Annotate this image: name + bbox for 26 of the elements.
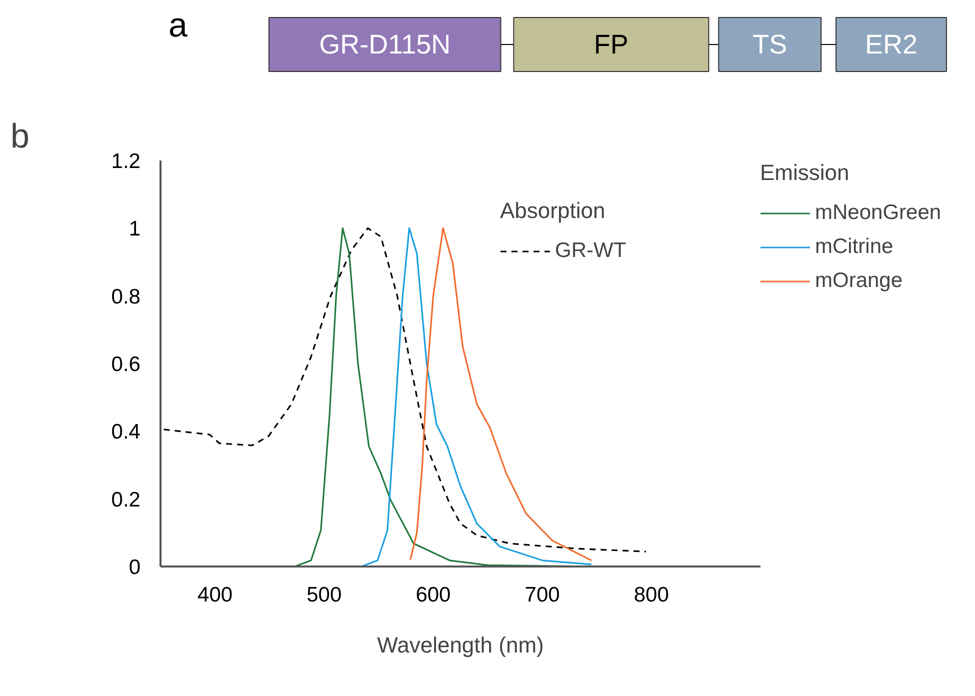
legend-label: mOrange [815,268,903,294]
category-label: ER2 [864,30,918,60]
y-tick-label: 1 [128,218,141,241]
category-label: TS [752,30,788,60]
legend-label: GR-WT [555,238,626,264]
x-tick-label: 500 [306,584,342,606]
y-tick-label: 1.2 [111,150,141,173]
x-tick-label: 700 [524,584,560,606]
line-series [162,227,647,552]
y-tick-label: 0.6 [111,353,141,376]
chart-title: b [10,118,30,156]
y-tick-label: 0.8 [111,285,141,308]
text: a [168,6,188,44]
legend-label: mCitrine [815,234,894,260]
x-tick-label: 400 [198,584,233,606]
x-axis-title: Wavelength (nm) [377,632,544,658]
category-label: FP [594,30,628,60]
y-tick-label: 0.2 [111,488,141,512]
y-tick-label: 0.4 [111,420,141,444]
x-tick-label: 600 [416,584,451,606]
x-tick-label: 800 [634,584,669,606]
annotation: Absorption [500,198,606,224]
category-label: GR-D115N [319,30,451,60]
legend-label: mNeonGreen [815,200,942,226]
annotation: Emission [760,160,850,186]
y-tick-label: 0 [128,556,141,579]
